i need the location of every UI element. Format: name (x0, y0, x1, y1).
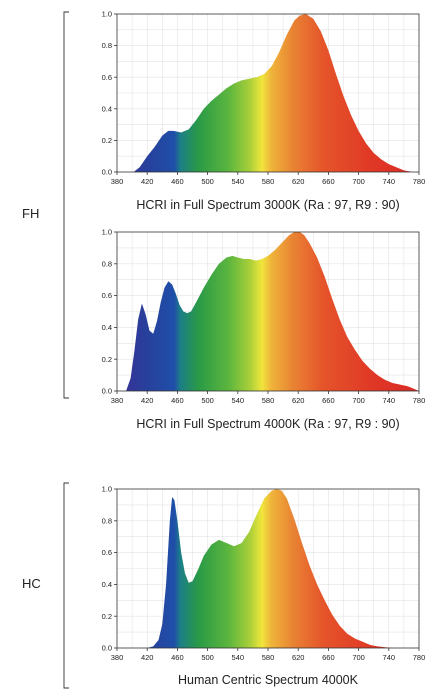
chart-title: HCRI in Full Spectrum 3000K (Ra : 97, R9… (136, 198, 399, 212)
x-tick-label: 660 (322, 396, 335, 405)
y-tick-label: 1.0 (102, 228, 112, 237)
x-tick-label: 700 (352, 396, 365, 405)
x-tick-label: 740 (383, 396, 396, 405)
x-tick-label: 540 (232, 653, 245, 662)
x-tick-label: 780 (413, 653, 426, 662)
x-tick-label: 620 (292, 653, 305, 662)
y-tick-label: 0.8 (102, 516, 112, 525)
y-tick-label: 0.0 (102, 644, 112, 653)
chart-title: HCRI in Full Spectrum 4000K (Ra : 97, R9… (136, 417, 399, 431)
x-tick-label: 500 (201, 177, 214, 186)
spectrum-chart-1: 0.0 0.2 0.4 0.6 0.8 1.0 380 420 460 500 540 580 620 6… (102, 10, 426, 212)
x-tick-label: 580 (262, 396, 275, 405)
x-tick-label: 620 (292, 177, 305, 186)
spectrum-chart-2: 0.0 0.2 0.4 0.6 0.8 1.0 380 420 460 500 540 580 620 6… (102, 228, 426, 431)
y-tick-label: 0.2 (102, 355, 112, 364)
chart-title: Human Centric Spectrum 4000K (178, 673, 359, 687)
x-tick-label: 660 (322, 653, 335, 662)
y-tick-label: 0.6 (102, 73, 112, 82)
x-tick-label: 460 (171, 177, 184, 186)
x-tick-label: 620 (292, 396, 305, 405)
x-tick-label: 700 (352, 177, 365, 186)
y-tick-label: 0.2 (102, 136, 112, 145)
fh-group-bracket (63, 11, 69, 399)
y-tick-label: 0.4 (102, 104, 112, 113)
x-tick-label: 780 (413, 396, 426, 405)
x-tick-label: 380 (111, 177, 124, 186)
y-tick-label: 0.6 (102, 291, 112, 300)
y-tick-label: 0.4 (102, 580, 112, 589)
x-tick-label: 580 (262, 653, 275, 662)
x-tick-label: 740 (383, 177, 396, 186)
y-tick-label: 1.0 (102, 10, 112, 19)
x-tick-label: 380 (111, 653, 124, 662)
group-label-hc: HC (22, 576, 41, 591)
hc-group-bracket (63, 482, 69, 689)
charts-layer: 0.0 0.2 0.4 0.6 0.8 1.0 380 420 460 500 540 580 620 6… (102, 10, 426, 687)
y-tick-label: 0.6 (102, 548, 112, 557)
y-tick-label: 0.0 (102, 168, 112, 177)
y-tick-label: 0.8 (102, 41, 112, 50)
x-tick-label: 460 (171, 653, 184, 662)
x-tick-label: 780 (413, 177, 426, 186)
spectrum-area (133, 14, 413, 172)
y-tick-label: 1.0 (102, 485, 112, 494)
y-tick-label: 0.2 (102, 612, 112, 621)
x-tick-label: 700 (352, 653, 365, 662)
x-tick-label: 420 (141, 653, 154, 662)
x-tick-label: 540 (232, 177, 245, 186)
x-tick-label: 460 (171, 396, 184, 405)
group-label-fh: FH (22, 206, 39, 221)
x-tick-label: 420 (141, 177, 154, 186)
spectrum-area (147, 489, 401, 648)
x-tick-label: 660 (322, 177, 335, 186)
y-tick-label: 0.4 (102, 323, 112, 332)
x-tick-label: 580 (262, 177, 275, 186)
x-tick-label: 500 (201, 653, 214, 662)
x-tick-label: 420 (141, 396, 154, 405)
spectrum-area (126, 232, 419, 391)
spectrum-chart-3: 0.0 0.2 0.4 0.6 0.8 1.0 380 420 460 500 540 580 620 6… (102, 485, 426, 687)
x-tick-label: 540 (232, 396, 245, 405)
x-tick-label: 380 (111, 396, 124, 405)
y-tick-label: 0.8 (102, 259, 112, 268)
y-tick-label: 0.0 (102, 387, 112, 396)
x-tick-label: 500 (201, 396, 214, 405)
x-tick-label: 740 (383, 653, 396, 662)
